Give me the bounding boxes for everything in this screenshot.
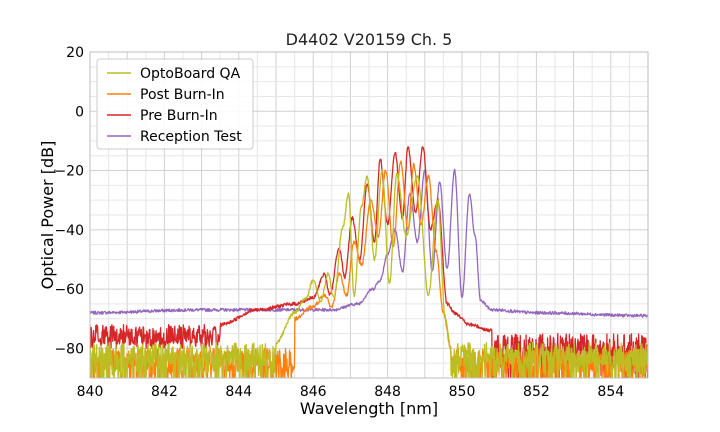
series-line-3 xyxy=(90,168,648,318)
x-tick-label: 854 xyxy=(597,384,624,400)
series-layer xyxy=(90,146,648,378)
x-tick-label: 846 xyxy=(300,384,327,400)
x-tick-label: 850 xyxy=(449,384,476,400)
y-tick-label: −60 xyxy=(54,282,84,298)
x-axis-label: Wavelength [nm] xyxy=(300,399,438,418)
plot-frame xyxy=(89,51,649,379)
x-tick-label: 842 xyxy=(151,384,178,400)
x-tick-label: 840 xyxy=(77,384,104,400)
chart-title: D4402 V20159 Ch. 5 xyxy=(286,30,453,49)
legend-label: Post Burn-In xyxy=(140,87,225,103)
y-tick-label: −80 xyxy=(54,341,84,357)
y-tick-label: 0 xyxy=(75,104,84,120)
legend-label: Reception Test xyxy=(140,129,242,145)
y-tick-label: −40 xyxy=(54,223,84,239)
legend-label: OptoBoard QA xyxy=(140,66,241,82)
legend-box xyxy=(96,58,254,150)
series-line-1 xyxy=(90,160,648,378)
y-tick-label: 20 xyxy=(66,45,84,61)
x-tick-label: 844 xyxy=(225,384,252,400)
y-tick-label: −20 xyxy=(54,164,84,180)
y-axis-label: Optical Power [dB] xyxy=(38,141,57,290)
legend: OptoBoard QA Post Burn-In Pre Burn-In Recep… xyxy=(96,58,254,150)
x-tick-label: 848 xyxy=(374,384,401,400)
legend-label: Pre Burn-In xyxy=(140,108,218,124)
series-line-0 xyxy=(90,169,648,378)
axes-layer: 840 842 844 846 848 850 852 854 20 0 −20 −40 −60 −80 xyxy=(54,45,649,400)
x-tick-label: 852 xyxy=(523,384,550,400)
